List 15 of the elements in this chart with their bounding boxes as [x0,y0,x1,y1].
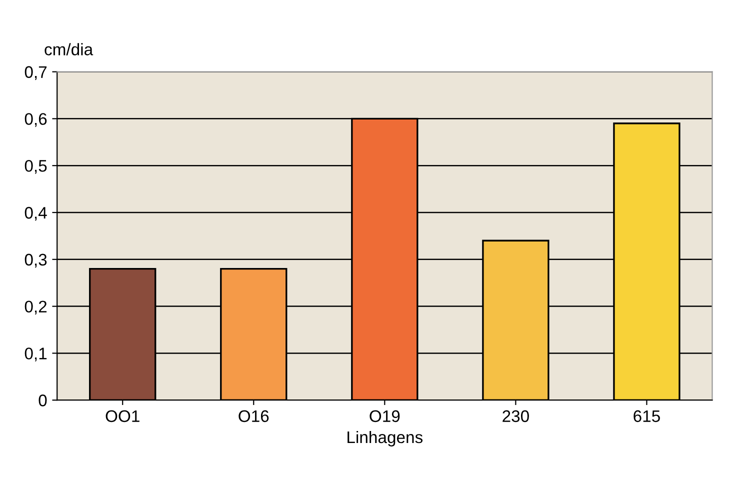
y-tick-label: 0,4 [24,206,47,221]
y-tick-label: 0,6 [24,113,47,127]
y-axis-title: cm/dia [44,43,94,56]
x-tick-label: 230 [502,410,529,422]
x-tick-label: OO1 [106,410,140,422]
x-tick-label: O19 [370,410,400,422]
x-tick-label: O16 [238,410,269,422]
x-tick-label: 615 [634,410,660,422]
y-tick-label: 0,5 [24,160,47,174]
y-tick-label: 0,3 [24,254,47,268]
y-tick-label: 0,2 [24,300,47,314]
y-tick-label: 0 [38,394,47,406]
x-axis-title: Linhagens [348,430,423,446]
y-tick-label: 0,7 [24,66,47,80]
y-tick-label: 0,1 [24,348,47,362]
